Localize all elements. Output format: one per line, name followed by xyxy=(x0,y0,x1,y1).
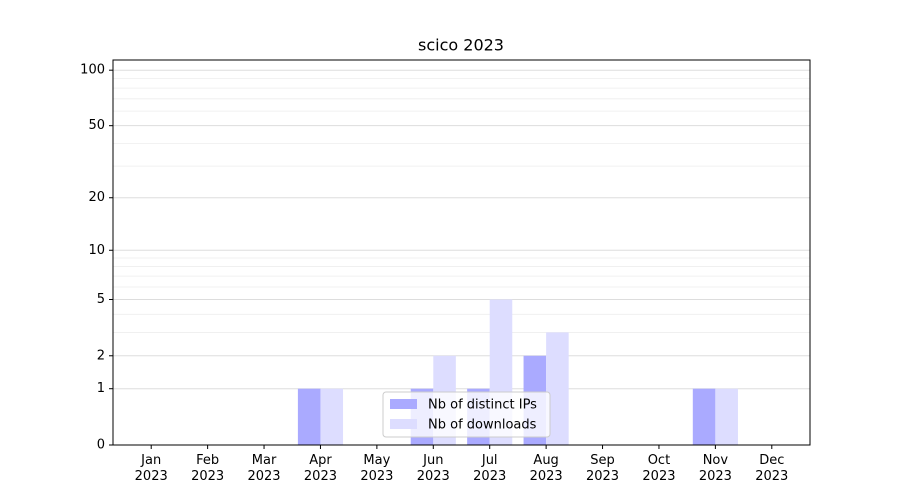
legend: Nb of distinct IPs Nb of downloads xyxy=(382,391,551,438)
x-tick-label: Aug 2023 xyxy=(529,453,563,484)
y-tick-label: 50 xyxy=(88,118,105,133)
bar xyxy=(546,332,569,445)
x-tick-label: Nov 2023 xyxy=(698,453,732,484)
x-tick-label: Apr 2023 xyxy=(303,453,337,484)
legend-label: Nb of distinct IPs xyxy=(428,398,537,413)
x-tick-label: Jun 2023 xyxy=(416,453,450,484)
x-tick-label: Oct 2023 xyxy=(642,453,676,484)
legend-box xyxy=(382,391,551,438)
y-tick-label: 10 xyxy=(88,243,105,258)
x-tick-label: Jan 2023 xyxy=(134,453,168,484)
x-tick-label: May 2023 xyxy=(360,453,394,484)
bar xyxy=(297,388,321,445)
y-tick-label: 1 xyxy=(97,381,105,396)
x-tick-label: Jul 2023 xyxy=(473,453,507,484)
legend-swatch xyxy=(390,399,417,409)
bar xyxy=(320,388,344,445)
bar xyxy=(715,388,738,445)
y-tick-label: 20 xyxy=(88,190,105,205)
x-tick-label: Dec 2023 xyxy=(755,453,789,484)
legend-swatch xyxy=(390,419,417,429)
y-tick-label: 0 xyxy=(97,438,105,453)
x-tick-label: Mar 2023 xyxy=(247,453,281,484)
chart-title: scico 2023 xyxy=(418,36,504,55)
bar xyxy=(692,388,716,445)
y-tick-label: 2 xyxy=(97,348,105,363)
x-tick-label: Feb 2023 xyxy=(191,453,225,484)
y-tick-label: 5 xyxy=(97,292,105,307)
axes-frame xyxy=(112,59,811,446)
y-tick-label: 100 xyxy=(80,63,105,78)
x-tick-label: Sep 2023 xyxy=(585,453,620,484)
legend-label: Nb of downloads xyxy=(428,418,537,433)
